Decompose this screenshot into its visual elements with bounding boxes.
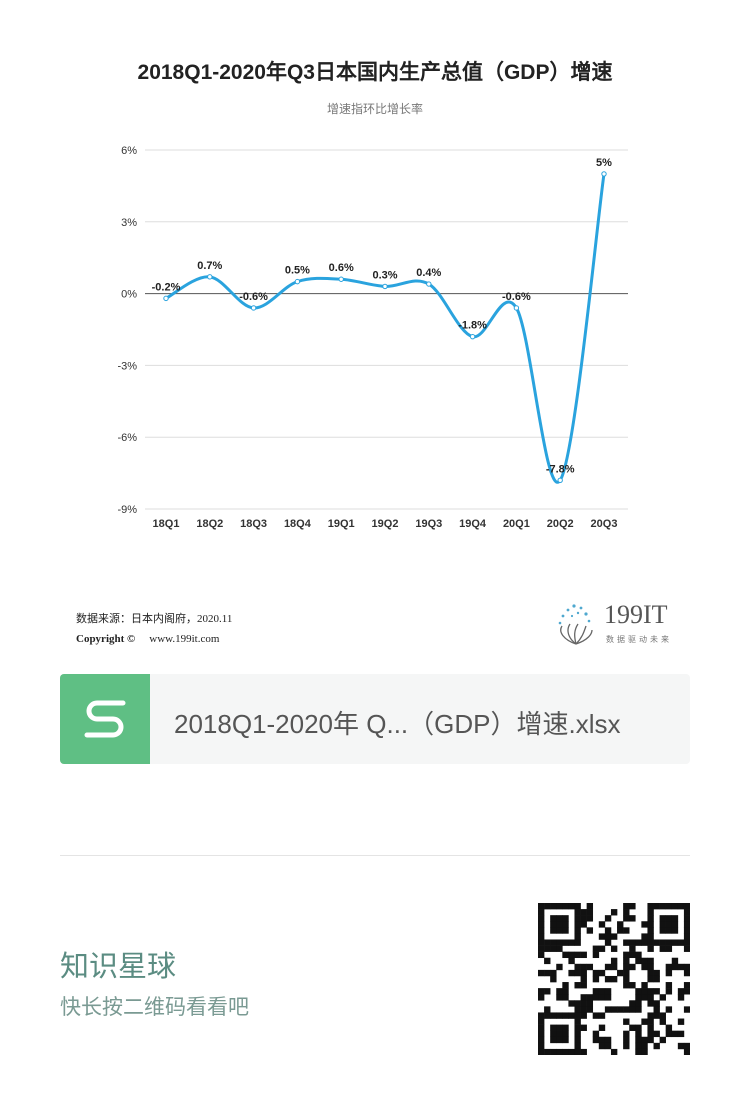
chart-title: 2018Q1-2020年Q3日本国内生产总值（GDP）增速 bbox=[137, 61, 613, 84]
y-tick-label: 0% bbox=[121, 289, 137, 301]
chart-subtitle: 增速指环比增长率 bbox=[326, 102, 423, 116]
footer-subtitle: 快长按二维码看看吧 bbox=[60, 996, 249, 1019]
y-tick-label: 6% bbox=[121, 145, 137, 157]
y-tick-label: -6% bbox=[117, 432, 137, 444]
x-tick-label: 20Q2 bbox=[547, 518, 574, 530]
y-tick-label: -3% bbox=[117, 360, 137, 372]
footer-title: 知识星球 bbox=[60, 951, 177, 983]
data-point bbox=[250, 305, 257, 311]
x-tick-label: 20Q1 bbox=[503, 518, 530, 530]
data-point bbox=[557, 477, 563, 483]
logo-199it: 199IT 数据驱动未来 bbox=[554, 600, 694, 648]
data-point bbox=[382, 283, 388, 290]
data-point bbox=[163, 295, 169, 302]
data-point bbox=[207, 274, 213, 280]
data-label: 0.5% bbox=[285, 265, 310, 277]
gdp-line-chart: 6% 3% 0% -3% -6% -9% 18Q1 18Q2 18Q3 18Q4 19Q1 19Q2 1… bbox=[117, 145, 628, 530]
data-label: 5% bbox=[596, 157, 612, 169]
data-label: -0.6% bbox=[239, 291, 268, 303]
x-tick-label: 19Q1 bbox=[328, 518, 355, 530]
data-label: -0.2% bbox=[152, 281, 181, 293]
spreadsheet-s-icon bbox=[60, 674, 150, 764]
data-point bbox=[513, 305, 520, 311]
data-label: 0.6% bbox=[329, 262, 354, 274]
source-label: 数据来源：日本内阁府，2020.11 bbox=[76, 613, 233, 625]
series-line bbox=[165, 173, 606, 484]
data-point bbox=[338, 276, 344, 282]
x-tick-label: 18Q3 bbox=[240, 518, 267, 530]
x-tick-label: 18Q4 bbox=[284, 518, 312, 530]
qr-code-icon[interactable] bbox=[538, 903, 690, 1055]
logo-tagline: 数据驱动未来 bbox=[606, 635, 672, 644]
x-tick-label: 19Q3 bbox=[415, 518, 442, 530]
data-point bbox=[426, 281, 432, 287]
x-tick-label: 18Q1 bbox=[153, 518, 180, 530]
logo-text: 199IT bbox=[604, 600, 668, 629]
file-attachment-card[interactable]: 2018Q1-2020年 Q...（GDP）增速.xlsx bbox=[60, 674, 690, 764]
data-label: 0.7% bbox=[197, 260, 222, 272]
divider bbox=[60, 855, 690, 856]
file-name: 2018Q1-2020年 Q...（GDP）增速.xlsx bbox=[174, 709, 621, 739]
data-label: -1.8% bbox=[458, 320, 487, 332]
data-point bbox=[469, 333, 476, 340]
source-block: 数据来源：日本内阁府，2020.11 Copyright © www.199it.… bbox=[76, 609, 232, 649]
data-point bbox=[601, 171, 607, 177]
y-tick-label: 3% bbox=[121, 217, 137, 229]
website-link[interactable]: www.199it.com bbox=[149, 633, 220, 645]
copyright-label: Copyright © bbox=[76, 633, 136, 645]
x-tick-label: 20Q3 bbox=[591, 518, 618, 530]
dandelion-logo-icon bbox=[558, 604, 593, 645]
x-tick-label: 18Q2 bbox=[196, 518, 223, 530]
y-tick-label: -9% bbox=[117, 504, 137, 516]
x-tick-label: 19Q2 bbox=[372, 518, 399, 530]
data-point bbox=[294, 278, 301, 285]
data-label: -0.6% bbox=[502, 291, 531, 303]
x-tick-label: 19Q4 bbox=[459, 518, 487, 530]
data-label: 0.4% bbox=[416, 267, 441, 279]
data-label: 0.3% bbox=[372, 269, 397, 281]
data-label: -7.8% bbox=[546, 463, 575, 475]
